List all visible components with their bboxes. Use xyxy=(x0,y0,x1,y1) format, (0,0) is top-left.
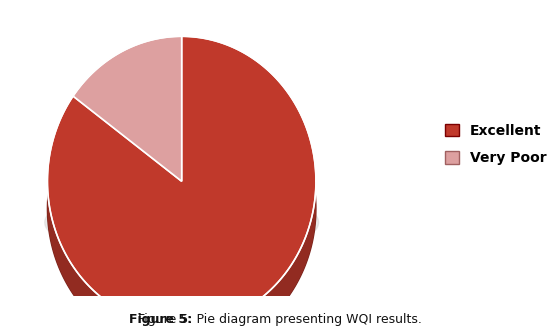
Text: Figure 5:: Figure 5: xyxy=(129,313,192,326)
Text: Figure 5: Pie diagram presenting WQI results.: Figure 5: Pie diagram presenting WQI res… xyxy=(138,313,421,326)
Polygon shape xyxy=(48,64,316,336)
Polygon shape xyxy=(48,36,316,326)
Legend: Excellent, Very Poor: Excellent, Very Poor xyxy=(445,124,547,165)
Polygon shape xyxy=(45,186,319,259)
Polygon shape xyxy=(48,180,316,336)
Polygon shape xyxy=(73,36,182,181)
